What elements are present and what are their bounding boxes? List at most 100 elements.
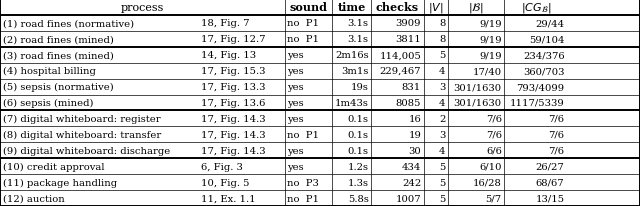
Text: 11, Ex. 1.1: 11, Ex. 1.1 bbox=[201, 194, 255, 202]
Text: 3: 3 bbox=[439, 130, 445, 139]
Text: 8: 8 bbox=[439, 19, 445, 28]
Text: 17/40: 17/40 bbox=[472, 67, 502, 76]
Text: (11) package handling: (11) package handling bbox=[3, 178, 116, 187]
Text: no  P1: no P1 bbox=[287, 130, 319, 139]
Text: time: time bbox=[337, 2, 365, 13]
Text: 17, Fig. 13.6: 17, Fig. 13.6 bbox=[201, 98, 266, 108]
Text: 18, Fig. 7: 18, Fig. 7 bbox=[201, 19, 250, 28]
Text: 793/4099: 793/4099 bbox=[516, 83, 564, 92]
Text: 13/15: 13/15 bbox=[535, 194, 564, 202]
Text: 68/67: 68/67 bbox=[536, 178, 564, 187]
Text: 4: 4 bbox=[439, 98, 445, 108]
Text: 29/44: 29/44 bbox=[535, 19, 564, 28]
Text: no  P1: no P1 bbox=[287, 35, 319, 44]
Text: (4) hospital billing: (4) hospital billing bbox=[3, 67, 95, 76]
Text: yes: yes bbox=[287, 98, 304, 108]
Text: 9/19: 9/19 bbox=[479, 19, 502, 28]
Text: 5/7: 5/7 bbox=[486, 194, 502, 202]
Text: yes: yes bbox=[287, 114, 304, 123]
Text: 360/703: 360/703 bbox=[523, 67, 564, 76]
Text: 17, Fig. 13.3: 17, Fig. 13.3 bbox=[201, 83, 266, 92]
Text: yes: yes bbox=[287, 146, 304, 155]
Text: 3.1s: 3.1s bbox=[348, 35, 369, 44]
Text: process: process bbox=[121, 3, 164, 13]
Text: yes: yes bbox=[287, 51, 304, 60]
Text: 17, Fig. 15.3: 17, Fig. 15.3 bbox=[201, 67, 266, 76]
Text: no  P1: no P1 bbox=[287, 19, 319, 28]
Text: 234/376: 234/376 bbox=[523, 51, 564, 60]
Text: 16: 16 bbox=[408, 114, 421, 123]
Text: yes: yes bbox=[287, 83, 304, 92]
Text: 9/19: 9/19 bbox=[479, 51, 502, 60]
Text: 3909: 3909 bbox=[396, 19, 421, 28]
Text: (5) sepsis (normative): (5) sepsis (normative) bbox=[3, 83, 113, 92]
Text: yes: yes bbox=[287, 162, 304, 171]
Text: yes: yes bbox=[287, 67, 304, 76]
Text: 1m43s: 1m43s bbox=[335, 98, 369, 108]
Text: 6/6: 6/6 bbox=[486, 146, 502, 155]
Text: (2) road fines (mined): (2) road fines (mined) bbox=[3, 35, 113, 44]
Text: 4: 4 bbox=[439, 146, 445, 155]
Text: no  P3: no P3 bbox=[287, 178, 319, 187]
Text: 1117/5339: 1117/5339 bbox=[509, 98, 564, 108]
Text: 3811: 3811 bbox=[396, 35, 421, 44]
Text: no  P1: no P1 bbox=[287, 194, 319, 202]
Text: 16/28: 16/28 bbox=[473, 178, 502, 187]
Text: 14, Fig. 13: 14, Fig. 13 bbox=[201, 51, 256, 60]
Text: 0.1s: 0.1s bbox=[348, 130, 369, 139]
Text: (7) digital whiteboard: register: (7) digital whiteboard: register bbox=[3, 114, 160, 123]
Text: 17, Fig. 14.3: 17, Fig. 14.3 bbox=[201, 130, 266, 139]
Text: 114,005: 114,005 bbox=[380, 51, 421, 60]
Text: $|V|$: $|V|$ bbox=[428, 1, 444, 15]
Text: 2: 2 bbox=[439, 114, 445, 123]
Text: 9/19: 9/19 bbox=[479, 35, 502, 44]
Text: 19: 19 bbox=[408, 130, 421, 139]
Text: 1007: 1007 bbox=[396, 194, 421, 202]
Text: 30: 30 bbox=[408, 146, 421, 155]
Text: 3.1s: 3.1s bbox=[348, 19, 369, 28]
Text: 5: 5 bbox=[439, 178, 445, 187]
Text: $|CG_{\mathcal{B}}|$: $|CG_{\mathcal{B}}|$ bbox=[520, 1, 551, 15]
Text: 59/104: 59/104 bbox=[529, 35, 564, 44]
Text: 2m16s: 2m16s bbox=[335, 51, 369, 60]
Text: 301/1630: 301/1630 bbox=[454, 83, 502, 92]
Text: 229,467: 229,467 bbox=[380, 67, 421, 76]
Text: checks: checks bbox=[376, 2, 419, 13]
Text: 17, Fig. 14.3: 17, Fig. 14.3 bbox=[201, 146, 266, 155]
Text: 4: 4 bbox=[439, 67, 445, 76]
Text: $|\mathcal{B}|$: $|\mathcal{B}|$ bbox=[468, 1, 484, 15]
Text: 8085: 8085 bbox=[396, 98, 421, 108]
Text: 5: 5 bbox=[439, 194, 445, 202]
Text: 242: 242 bbox=[402, 178, 421, 187]
Text: 5: 5 bbox=[439, 162, 445, 171]
Text: 434: 434 bbox=[402, 162, 421, 171]
Text: 7/6: 7/6 bbox=[486, 114, 502, 123]
Text: 1.3s: 1.3s bbox=[348, 178, 369, 187]
Text: (9) digital whiteboard: discharge: (9) digital whiteboard: discharge bbox=[3, 146, 170, 155]
Text: 10, Fig. 5: 10, Fig. 5 bbox=[201, 178, 250, 187]
Text: 831: 831 bbox=[402, 83, 421, 92]
Text: 17, Fig. 14.3: 17, Fig. 14.3 bbox=[201, 114, 266, 123]
Text: (1) road fines (normative): (1) road fines (normative) bbox=[3, 19, 134, 28]
Text: 3: 3 bbox=[439, 83, 445, 92]
Text: 7/6: 7/6 bbox=[548, 146, 564, 155]
Text: 0.1s: 0.1s bbox=[348, 114, 369, 123]
Text: (12) auction: (12) auction bbox=[3, 194, 64, 202]
Text: 3m1s: 3m1s bbox=[341, 67, 369, 76]
Text: 0.1s: 0.1s bbox=[348, 146, 369, 155]
Text: 8: 8 bbox=[439, 35, 445, 44]
Text: 6/10: 6/10 bbox=[479, 162, 502, 171]
Text: sound: sound bbox=[289, 2, 327, 13]
Text: 301/1630: 301/1630 bbox=[454, 98, 502, 108]
Text: 6, Fig. 3: 6, Fig. 3 bbox=[201, 162, 243, 171]
Text: (10) credit approval: (10) credit approval bbox=[3, 162, 104, 171]
Text: 7/6: 7/6 bbox=[548, 130, 564, 139]
Text: 5.8s: 5.8s bbox=[348, 194, 369, 202]
Text: 26/27: 26/27 bbox=[536, 162, 564, 171]
Text: 7/6: 7/6 bbox=[486, 130, 502, 139]
Text: 19s: 19s bbox=[351, 83, 369, 92]
Text: (6) sepsis (mined): (6) sepsis (mined) bbox=[3, 98, 93, 108]
Text: 5: 5 bbox=[439, 51, 445, 60]
Text: 7/6: 7/6 bbox=[548, 114, 564, 123]
Text: (3) road fines (mined): (3) road fines (mined) bbox=[3, 51, 113, 60]
